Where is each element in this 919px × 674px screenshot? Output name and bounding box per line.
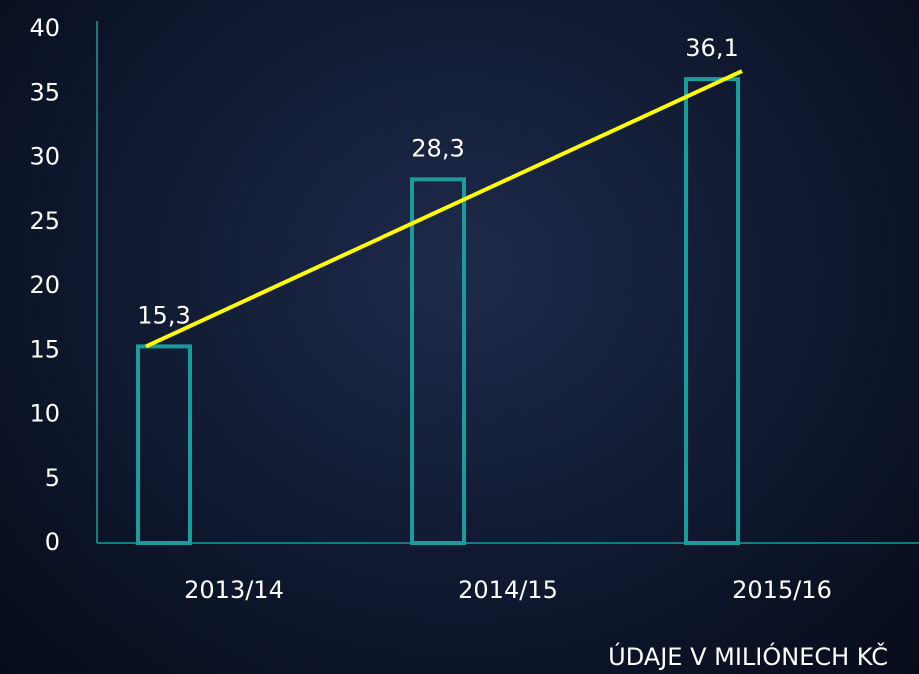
x-tick-label: 2014/15: [458, 576, 558, 604]
y-tick-label: 25: [29, 207, 60, 235]
bar: [136, 344, 192, 545]
x-tick-label: 2015/16: [732, 576, 832, 604]
data-label: 36,1: [685, 34, 738, 62]
y-tick-label: 40: [29, 14, 60, 42]
trend-line: [145, 69, 743, 349]
bar: [410, 177, 466, 545]
y-tick-label: 20: [29, 271, 60, 299]
data-label: 15,3: [137, 301, 190, 329]
bar: [684, 77, 740, 546]
y-tick-label: 35: [29, 78, 60, 106]
y-tick-label: 30: [29, 143, 60, 171]
data-label: 28,3: [411, 134, 464, 162]
y-tick-label: 15: [29, 335, 60, 363]
x-tick-label: 2013/14: [184, 576, 284, 604]
y-tick-label: 10: [29, 400, 60, 428]
x-axis-label: ÚDAJE V MILIÓNECH KČ: [608, 641, 888, 671]
y-tick-label: 0: [45, 528, 60, 556]
y-tick-label: 5: [45, 464, 60, 492]
